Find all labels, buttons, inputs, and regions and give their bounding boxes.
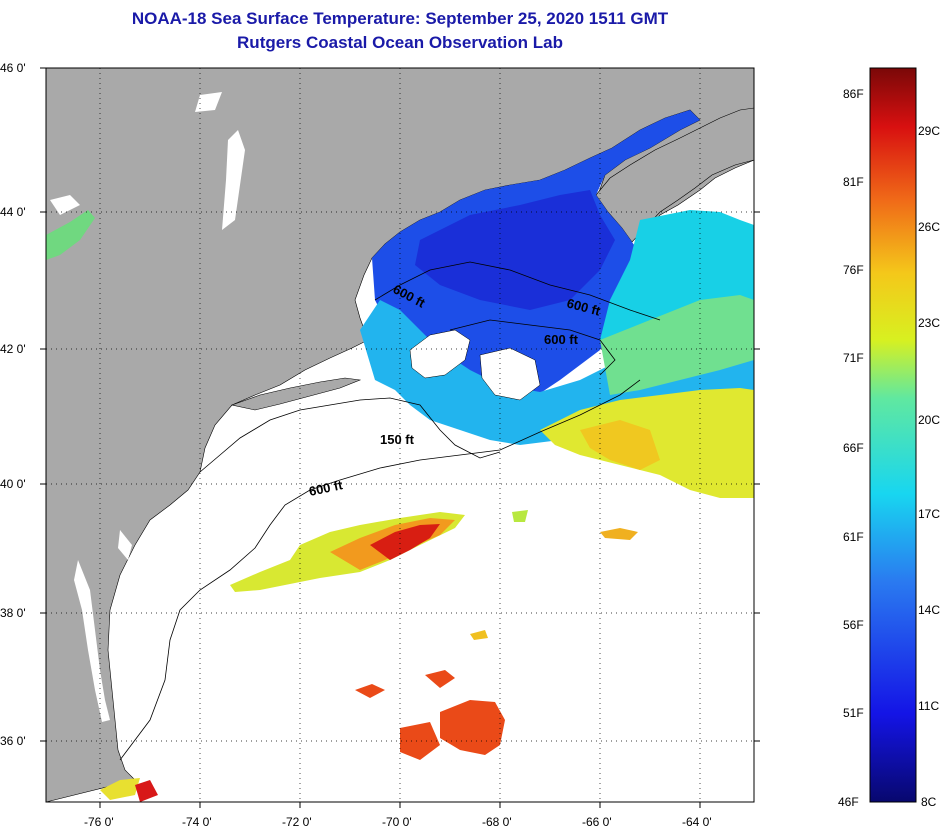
contour-600ft bbox=[119, 379, 641, 761]
colorbar-c-label: 8C bbox=[921, 795, 937, 809]
colorbar-f-label: 71F bbox=[843, 351, 864, 365]
colorbar-celsius-labels: 29C 26C 23C 20C 17C 14C 11C 8C bbox=[918, 124, 940, 809]
lon-label: -70 0' bbox=[382, 815, 412, 829]
sst-small-patch bbox=[470, 630, 488, 640]
sst-cape-hatteras bbox=[100, 778, 140, 800]
sst-south-patch bbox=[425, 670, 455, 688]
georges-bank-shoal bbox=[479, 347, 541, 401]
lat-label: 40 0' bbox=[0, 477, 26, 491]
contour-label: 150 ft bbox=[380, 432, 415, 447]
lat-label: 42 0' bbox=[0, 342, 26, 356]
lon-label: -68 0' bbox=[482, 815, 512, 829]
sst-gulf-of-maine-core bbox=[415, 190, 615, 310]
lat-label: 46 0' bbox=[0, 61, 26, 75]
colorbar-f-label: 61F bbox=[843, 530, 864, 544]
lat-label: 38 0' bbox=[0, 606, 26, 620]
sst-south-patch bbox=[400, 722, 440, 760]
colorbar-c-label: 17C bbox=[918, 507, 940, 521]
sst-small-patch bbox=[512, 510, 528, 522]
chart-subtitle: Rutgers Coastal Ocean Observation Lab bbox=[237, 33, 563, 52]
sst-warm-streak-red bbox=[370, 524, 440, 560]
contour-600ft-gom2 bbox=[449, 319, 616, 376]
colorbar-f-label: 76F bbox=[843, 263, 864, 277]
colorbar-c-label: 29C bbox=[918, 124, 940, 138]
lon-label: -66 0' bbox=[582, 815, 612, 829]
inland-lake bbox=[195, 92, 222, 112]
lat-label: 44 0' bbox=[0, 205, 26, 219]
lon-label: -76 0' bbox=[84, 815, 114, 829]
sst-south-patch bbox=[355, 684, 385, 698]
sst-yellow-core bbox=[580, 420, 660, 470]
colorbar-c-label: 20C bbox=[918, 413, 940, 427]
colorbar-f-label: 86F bbox=[843, 87, 864, 101]
colorbar-f-label: 56F bbox=[843, 618, 864, 632]
delaware-bay bbox=[118, 530, 132, 560]
lat-label: 36 0' bbox=[0, 734, 26, 748]
land-long-island bbox=[230, 377, 362, 411]
contour-150ft bbox=[199, 397, 501, 473]
axis-ticks bbox=[40, 67, 760, 808]
colorbar-fahrenheit-labels: 86F 81F 76F 71F 66F 61F 56F 51F 46F bbox=[838, 87, 864, 809]
land-nova-scotia bbox=[595, 107, 754, 243]
lon-label: -72 0' bbox=[282, 815, 312, 829]
colorbar-f-label: 46F bbox=[838, 795, 859, 809]
inland-lake bbox=[222, 130, 245, 230]
colorbar-f-label: 81F bbox=[843, 175, 864, 189]
colorbar-f-label: 66F bbox=[843, 441, 864, 455]
lon-label: -74 0' bbox=[182, 815, 212, 829]
chart-title: NOAA-18 Sea Surface Temperature: Septemb… bbox=[131, 9, 669, 28]
colorbar bbox=[869, 67, 917, 803]
sst-small-patch bbox=[600, 528, 638, 540]
colorbar-c-label: 14C bbox=[918, 603, 940, 617]
lon-label: -64 0' bbox=[682, 815, 712, 829]
colorbar-c-label: 11C bbox=[918, 699, 939, 713]
grid-lines bbox=[46, 68, 754, 802]
sst-western-patch bbox=[46, 210, 95, 260]
colorbar-f-label: 51F bbox=[843, 706, 864, 720]
sst-green-band bbox=[600, 295, 754, 395]
chesapeake-bay bbox=[74, 560, 110, 722]
sst-cape-hatteras-red bbox=[135, 780, 158, 802]
contour-label: 600 ft bbox=[308, 477, 345, 499]
inland-lake bbox=[50, 195, 80, 215]
contour-600ft-gom bbox=[374, 261, 661, 321]
colorbar-c-label: 23C bbox=[918, 316, 940, 330]
contour-label: 600 ft bbox=[544, 332, 579, 347]
georges-bank-shoal bbox=[409, 329, 471, 379]
colorbar-c-label: 26C bbox=[918, 220, 940, 234]
